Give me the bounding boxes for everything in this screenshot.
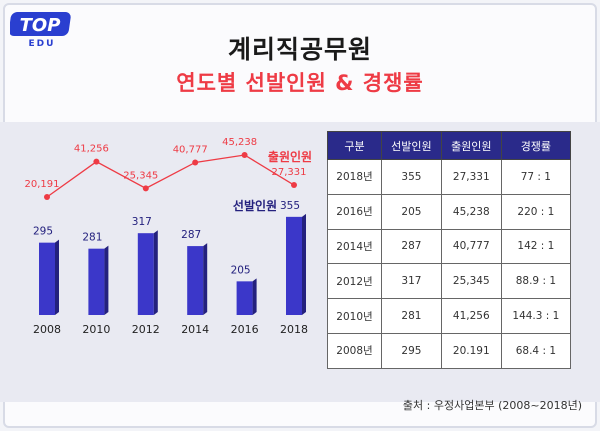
cell-selected: 295: [380, 332, 442, 369]
cell-applicants: 40,777: [440, 228, 502, 265]
legend-selected: 선발인원: [233, 198, 277, 213]
table-row: 2008년 295 20.191 68.4 : 1: [327, 332, 572, 369]
cell-ratio: 220 : 1: [500, 193, 572, 230]
legend-applicants: 출원인원: [268, 149, 312, 164]
bar-side-2008: [55, 239, 59, 315]
cell-applicants: 20.191: [440, 332, 502, 369]
bar-2016: [236, 281, 253, 315]
x-tick-label: 2014: [181, 323, 209, 336]
cell-year: 2008년: [327, 332, 382, 369]
header-selected: 선발인원: [380, 131, 442, 160]
header-ratio: 경쟁률: [500, 131, 572, 160]
cell-ratio: 88.9 : 1: [500, 263, 572, 300]
bar-value-label: 317: [132, 216, 152, 228]
header-applicants: 출원인원: [440, 131, 502, 160]
cell-ratio: 144.3 : 1: [500, 298, 572, 334]
cell-year: 2016년: [327, 193, 382, 230]
bar-2012: [137, 233, 154, 315]
cell-year: 2018년: [327, 159, 382, 195]
bar-side-2014: [203, 243, 208, 315]
x-tick-label: 2010: [82, 323, 110, 336]
applicants-point: [241, 152, 248, 158]
page-title: 계리직공무원: [227, 35, 372, 64]
x-tick-label: 2018: [280, 323, 308, 336]
bar-value-label: 295: [33, 226, 53, 238]
applicants-point: [142, 185, 149, 192]
bar-side-2016: [252, 278, 257, 315]
bar-2008: [39, 242, 55, 315]
cell-ratio: 142 : 1: [500, 228, 572, 265]
page-subtitle: 연도별 선발인원 & 경쟁률: [176, 71, 424, 95]
cell-year: 2014년: [327, 228, 382, 265]
line-value-label: 45,238: [222, 137, 257, 148]
cell-year: 2010년: [327, 298, 382, 334]
table-row: 2014년 287 40,777 142 : 1: [327, 228, 572, 265]
x-tick-label: 2012: [132, 323, 160, 336]
bar-2010: [88, 248, 105, 315]
cell-applicants: 27,331: [440, 159, 502, 195]
bar-value-label: 281: [82, 232, 102, 244]
bar-side-2010: [104, 245, 109, 315]
applicants-point: [44, 194, 50, 200]
cell-applicants: 25,345: [440, 263, 502, 300]
cell-selected: 317: [380, 263, 442, 300]
svg-text:EDU: EDU: [29, 39, 56, 48]
bar-value-label: 287: [181, 229, 201, 241]
bar-2018: [286, 216, 302, 315]
cell-applicants: 45,238: [440, 193, 502, 230]
bar-value-label: 205: [231, 264, 251, 276]
cell-ratio: 68.4 : 1: [500, 332, 572, 369]
line-value-label: 40,777: [173, 144, 208, 155]
line-value-label: 27,331: [272, 167, 307, 178]
cell-selected: 287: [380, 228, 442, 265]
line-value-label: 41,256: [74, 144, 109, 155]
header-category: 구분: [327, 131, 382, 160]
applicants-line: [46, 154, 295, 198]
bar-side-2012: [153, 230, 158, 315]
line-value-label: 25,345: [123, 170, 158, 181]
applicants-point: [291, 182, 297, 189]
line-value-label: 20,191: [25, 179, 60, 190]
bar-value-label: 355: [280, 200, 300, 212]
x-tick-label: 2016: [231, 323, 259, 336]
cell-selected: 205: [380, 193, 442, 230]
table-row: 2010년 281 41,256 144.3 : 1: [327, 298, 572, 334]
cell-applicants: 41,256: [440, 298, 502, 334]
svg-text:TOP: TOP: [20, 15, 61, 36]
applicants-point: [192, 159, 199, 166]
bar-side-2018: [302, 213, 306, 315]
top-edu-logo: TOP EDU: [10, 12, 71, 48]
x-tick-label: 2008: [33, 323, 61, 336]
competition-table: 구분 선발인원 출원인원 경쟁률 2018년 355 27,331 77 : 1…: [327, 131, 572, 369]
table-header-row: 구분 선발인원 출원인원 경쟁률: [327, 131, 572, 160]
bar-2014: [187, 246, 204, 315]
table-row: 2012년 317 25,345 88.9 : 1: [327, 263, 572, 300]
table-row: 2018년 355 27,331 77 : 1: [327, 159, 572, 195]
cell-ratio: 77 : 1: [500, 159, 572, 195]
cell-year: 2012년: [327, 263, 382, 300]
table-row: 2016년 205 45,238 220 : 1: [327, 193, 572, 230]
cell-selected: 281: [380, 298, 442, 334]
source-note: 출처 : 우정사업본부 (2008~2018년): [402, 399, 582, 412]
applicants-point: [93, 158, 100, 165]
cell-selected: 355: [380, 159, 442, 195]
